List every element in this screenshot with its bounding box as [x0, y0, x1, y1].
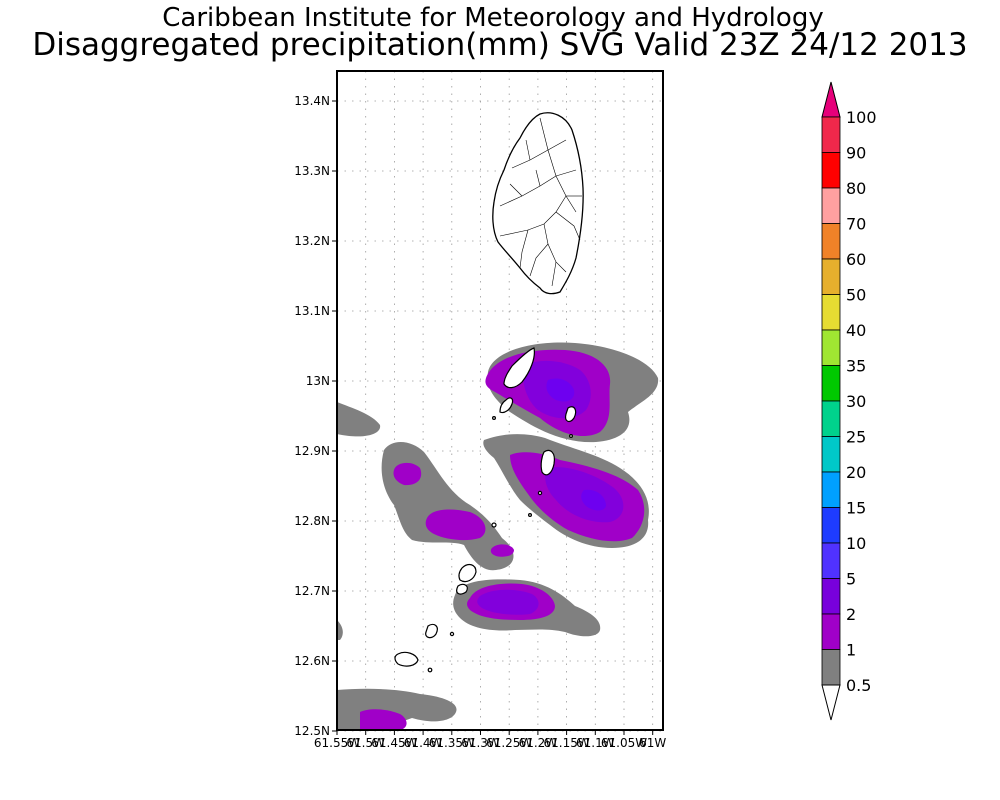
colorbar-label: 50 [846, 286, 866, 305]
colorbar-top-arrow [821, 81, 841, 118]
colorbar-swatch [821, 294, 841, 331]
colorbar-label: 0.5 [846, 676, 871, 695]
colorbar-label: 2 [846, 605, 856, 624]
grenadines-islands [394, 347, 577, 673]
colorbar-label: 1 [846, 641, 856, 660]
lat-tick-label: 13.1N [294, 304, 330, 318]
colorbar-label: 10 [846, 534, 866, 553]
colorbar-swatch [821, 436, 841, 473]
lat-tick-label: 12.8N [294, 514, 330, 528]
colorbar-label: 90 [846, 144, 866, 163]
colorbar-label: 40 [846, 321, 866, 340]
lon-tick-label: 61.2W [519, 736, 558, 750]
lon-tick-label: 61.15W [543, 736, 589, 750]
lat-tick-label: 12.6N [294, 654, 330, 668]
lon-tick-label: 61.1W [576, 736, 615, 750]
map-title-product: Disaggregated precipitation(mm) SVG Vali… [32, 27, 968, 63]
colorbar-swatch [821, 400, 841, 437]
latitude-axis: 13.4N 13.3N 13.2N 13.1N 13N 12.9N 12.8N 12.7N 12… [294, 94, 337, 738]
colorbar-label: 5 [846, 570, 856, 589]
lon-tick-label: 61.05W [601, 736, 647, 750]
lon-tick-label: 61.3W [461, 736, 500, 750]
colorbar-swatch [821, 223, 841, 260]
precipitation-field [337, 342, 659, 730]
lon-tick-label: 61.25W [486, 736, 532, 750]
colorbar-swatch [821, 542, 841, 579]
colorbar-swatch [821, 471, 841, 508]
lon-tick-label: 61.4W [404, 736, 443, 750]
colorbar-label: 25 [846, 428, 866, 447]
colorbar-legend: 100 90 80 70 60 50 40 35 30 25 20 15 10 5 2 1 0.5 [821, 81, 877, 721]
lat-tick-label: 13N [306, 374, 330, 388]
colorbar-label: 70 [846, 215, 866, 234]
colorbar-swatch [821, 329, 841, 366]
colorbar-label: 80 [846, 179, 866, 198]
lon-tick-label: 61W [639, 736, 666, 750]
colorbar-label: 15 [846, 499, 866, 518]
colorbar-swatch [821, 613, 841, 650]
lon-tick-label: 61.35W [429, 736, 475, 750]
colorbar-swatch [821, 578, 841, 615]
island-st-vincent [492, 112, 584, 295]
colorbar-label: 60 [846, 250, 866, 269]
lat-tick-label: 13.2N [294, 234, 330, 248]
lat-tick-label: 13.4N [294, 94, 330, 108]
lat-tick-label: 12.5N [294, 724, 330, 738]
colorbar-swatch [821, 507, 841, 544]
colorbar-label: 30 [846, 392, 866, 411]
lon-tick-label: 61.55W [314, 736, 360, 750]
lon-tick-label: 61.45W [371, 736, 417, 750]
colorbar-swatch [821, 365, 841, 402]
lat-tick-label: 12.9N [294, 444, 330, 458]
colorbar-label: 100 [846, 108, 877, 127]
land-outlines [394, 112, 584, 673]
map-frame [336, 70, 664, 731]
lon-tick-label: 61.5W [346, 736, 385, 750]
map-title-institute: Caribbean Institute for Meteorology and … [162, 3, 824, 33]
colorbar-label: 35 [846, 357, 866, 376]
colorbar-swatch [821, 116, 841, 153]
colorbar-label: 20 [846, 463, 866, 482]
lat-tick-label: 12.7N [294, 584, 330, 598]
colorbar-swatch [821, 187, 841, 224]
colorbar-swatch [821, 152, 841, 189]
lat-tick-label: 13.3N [294, 164, 330, 178]
colorbar-bottom-arrow [821, 684, 841, 721]
colorbar-swatch [821, 258, 841, 295]
watershed-lines [499, 117, 582, 287]
precip-contour-5mm [546, 378, 606, 511]
colorbar-swatch [821, 649, 841, 686]
longitude-axis: 61.55W61.5W61.45W61.4W61.35W61.3W61.25W6… [314, 730, 666, 750]
